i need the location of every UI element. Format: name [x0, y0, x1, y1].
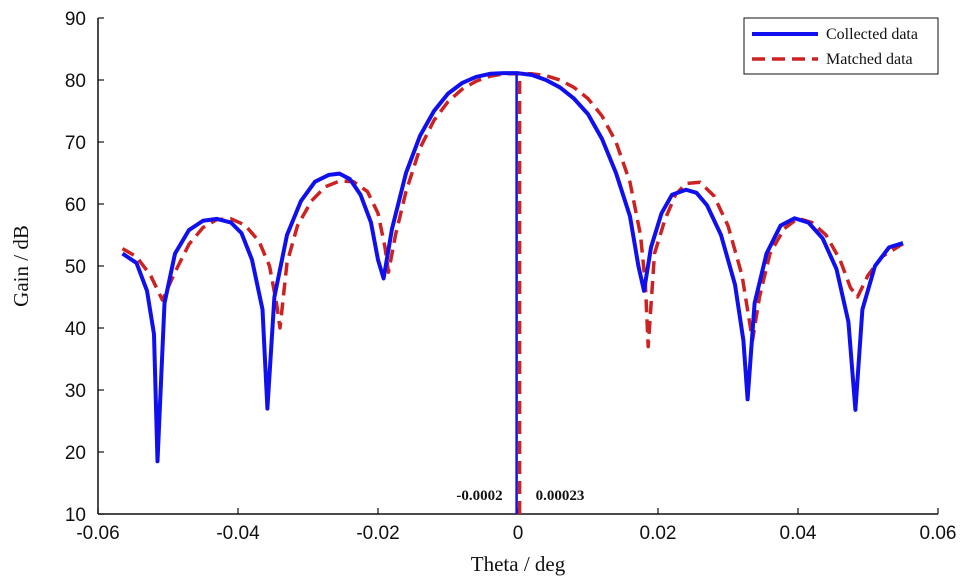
y-tick-label: 70: [65, 133, 86, 154]
x-axis-title: Theta / deg: [471, 552, 566, 576]
y-tick-label: 20: [65, 443, 86, 464]
x-tick-label: 0.02: [640, 523, 677, 544]
x-tick-label: -0.02: [356, 523, 399, 544]
y-tick-label: 90: [65, 9, 86, 30]
peak-marker-label: -0.0002: [456, 488, 502, 504]
legend-label-matched: Matched data: [826, 51, 913, 68]
x-tick-label: -0.04: [216, 523, 260, 544]
series-line-collected: [121, 71, 904, 464]
peak-marker-label: 0.00023: [536, 488, 585, 504]
y-tick-label: 60: [65, 195, 86, 216]
legend-box: [743, 17, 939, 75]
x-tick-label: 0.04: [780, 523, 817, 544]
y-tick-label: 40: [65, 319, 86, 340]
y-tick-label: 30: [65, 381, 86, 402]
y-tick-label: 10: [65, 505, 86, 526]
y-tick-label: 80: [65, 71, 86, 92]
series-layer: [121, 71, 904, 464]
y-axis-title: Gain / dB: [9, 225, 33, 307]
legend: Collected data Matched data: [743, 17, 939, 75]
x-tick-label: 0.06: [920, 523, 957, 544]
y-tick-label: 50: [65, 257, 86, 278]
y-axis-ticks: 10 20 30 40 50 60 70 80 90: [65, 9, 104, 526]
marker-layer: -0.0002 0.00023: [456, 73, 584, 514]
x-tick-label: -0.06: [76, 523, 119, 544]
x-axis-ticks: -0.06 -0.04 -0.02 0 0.02 0.04 0.06: [76, 508, 956, 544]
series-line-matched: [121, 72, 904, 349]
x-tick-label: 0: [513, 523, 524, 544]
legend-label-collected: Collected data: [826, 26, 918, 43]
